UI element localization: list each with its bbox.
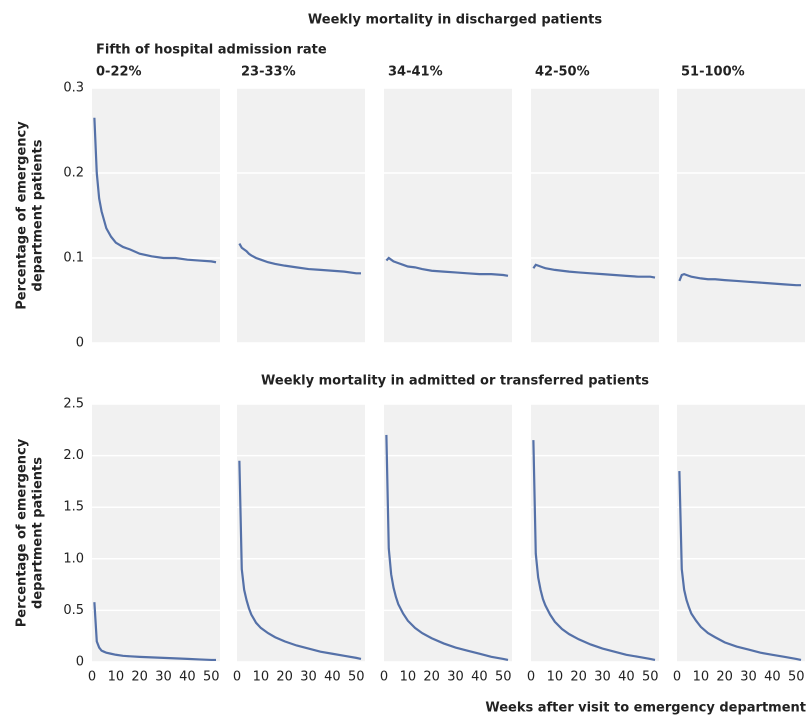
panel-background bbox=[237, 88, 365, 343]
x-tick-label: 40 bbox=[618, 670, 635, 685]
y-axis-label: Percentage of emergency bbox=[15, 438, 30, 627]
line bbox=[385, 256, 509, 277]
x-tick-label: 20 bbox=[131, 670, 148, 685]
x-tick-label: 50 bbox=[203, 670, 220, 685]
panel-title: 42-50% bbox=[535, 65, 590, 80]
line bbox=[385, 434, 509, 662]
x-tick-label: 40 bbox=[471, 670, 488, 685]
x-tick-label: 40 bbox=[324, 670, 341, 685]
line bbox=[678, 471, 802, 662]
y-tick-label: 2.0 bbox=[63, 448, 84, 463]
x-tick-label: 10 bbox=[253, 670, 270, 685]
x-tick-label: 30 bbox=[447, 670, 464, 685]
panel-background bbox=[237, 404, 365, 662]
panel-title: 51-100% bbox=[681, 65, 745, 80]
x-tick-label: 40 bbox=[179, 670, 196, 685]
x-tick-label: 0 bbox=[673, 670, 681, 685]
y-tick-label: 0.2 bbox=[63, 166, 84, 181]
y-tick-label: 2.5 bbox=[63, 397, 84, 412]
line bbox=[238, 460, 362, 660]
y-axis-label: department patients bbox=[31, 139, 46, 291]
panel-title: 34-41% bbox=[388, 65, 443, 80]
x-tick-label: 0 bbox=[527, 670, 535, 685]
x-tick-label: 20 bbox=[423, 670, 440, 685]
panel-title: 0-22% bbox=[96, 65, 142, 80]
panel-background bbox=[384, 404, 512, 662]
x-tick-label: 50 bbox=[495, 670, 512, 685]
line bbox=[532, 263, 656, 279]
x-tick-label: 0 bbox=[88, 670, 96, 685]
x-tick-label: 10 bbox=[108, 670, 125, 685]
y-tick-label: 0 bbox=[76, 655, 84, 670]
line bbox=[93, 117, 217, 264]
y-tick-label: 0.5 bbox=[63, 603, 84, 618]
x-tick-label: 10 bbox=[547, 670, 564, 685]
x-tick-label: 30 bbox=[594, 670, 611, 685]
x-tick-label: 0 bbox=[233, 670, 241, 685]
x-tick-label: 30 bbox=[155, 670, 172, 685]
x-tick-label: 30 bbox=[300, 670, 317, 685]
x-tick-label: 20 bbox=[276, 670, 293, 685]
y-tick-label: 0.3 bbox=[63, 81, 84, 96]
x-tick-label: 0 bbox=[380, 670, 388, 685]
y-tick-label: 1.5 bbox=[63, 500, 84, 515]
panel-title: 23-33% bbox=[241, 65, 296, 80]
x-tick-label: 50 bbox=[348, 670, 365, 685]
y-axis-label: Percentage of emergency bbox=[15, 121, 30, 310]
row-title: Weekly mortality in discharged patients bbox=[308, 13, 602, 28]
line bbox=[678, 272, 801, 287]
y-tick-label: 0.1 bbox=[63, 251, 84, 266]
x-tick-label: 50 bbox=[642, 670, 659, 685]
panel-background bbox=[92, 404, 220, 662]
panel-background bbox=[92, 88, 220, 343]
panel-background bbox=[677, 404, 805, 662]
y-axis-label: department patients bbox=[31, 457, 46, 609]
line bbox=[238, 243, 361, 275]
panel-group-label: Fifth of hospital admission rate bbox=[96, 43, 327, 58]
y-tick-label: 1.0 bbox=[63, 551, 84, 566]
x-tick-label: 40 bbox=[764, 670, 781, 685]
x-tick-label: 10 bbox=[693, 670, 710, 685]
row-title: Weekly mortality in admitted or transfer… bbox=[261, 374, 649, 389]
x-tick-label: 50 bbox=[788, 670, 805, 685]
panel-background bbox=[531, 88, 659, 343]
line bbox=[532, 440, 656, 662]
line bbox=[93, 602, 216, 662]
x-tick-label: 10 bbox=[400, 670, 417, 685]
x-tick-label: 20 bbox=[570, 670, 587, 685]
x-axis-label: Weeks after visit to emergency departmen… bbox=[485, 701, 806, 716]
y-tick-label: 0 bbox=[76, 336, 84, 351]
panel-background bbox=[384, 88, 512, 343]
panel-background bbox=[531, 404, 659, 662]
x-tick-label: 20 bbox=[716, 670, 733, 685]
x-tick-label: 30 bbox=[740, 670, 757, 685]
panel-background bbox=[677, 88, 805, 343]
